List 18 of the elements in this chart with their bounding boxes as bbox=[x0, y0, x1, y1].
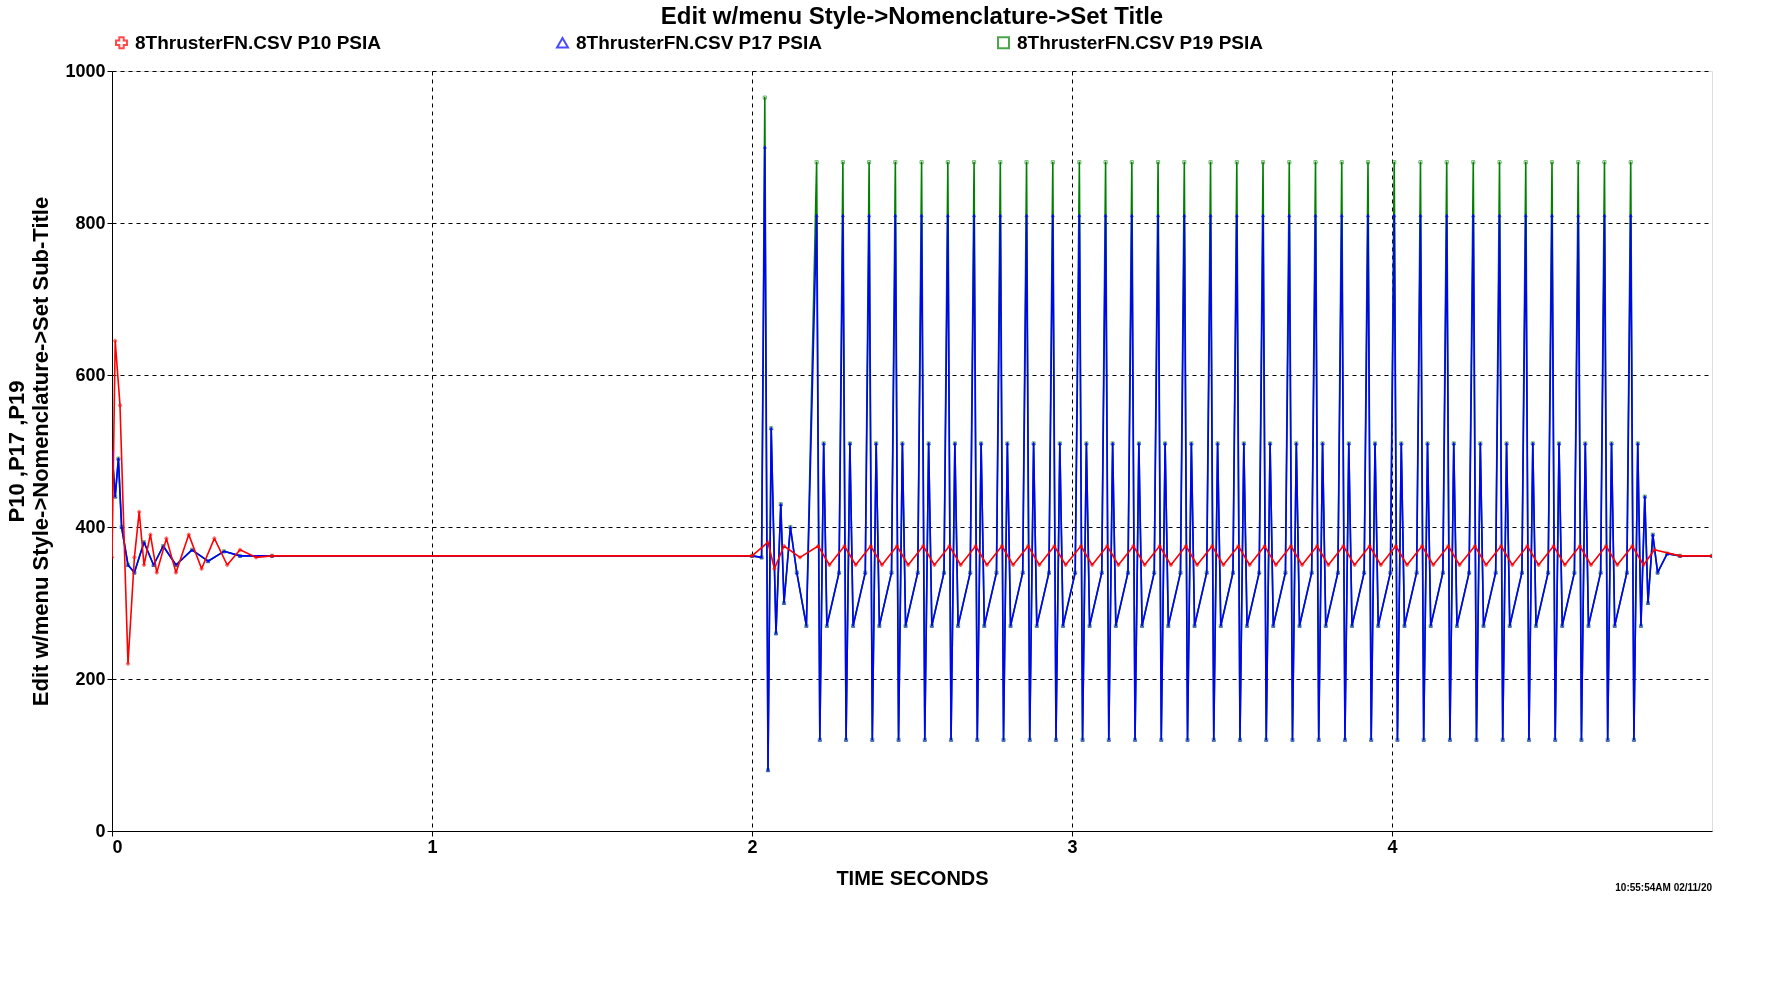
legend-label: 8ThrusterFN.CSV P19 PSIA bbox=[1017, 31, 1264, 53]
legend-label: 8ThrusterFN.CSV P10 PSIA bbox=[135, 31, 382, 53]
text: 10:55:54AM 02/11/20 bbox=[1615, 882, 1713, 893]
y-tick-label: 600 bbox=[75, 364, 106, 385]
x-tick-label: 0 bbox=[112, 836, 123, 857]
y-tick-label: 0 bbox=[95, 820, 106, 841]
x-tick-label: 4 bbox=[1387, 836, 1398, 857]
y-tick-label: 1000 bbox=[65, 60, 106, 81]
x-tick-label: 3 bbox=[1067, 836, 1078, 857]
y-tick-label: 200 bbox=[75, 668, 106, 689]
y-axis-title: P10 ,P17 ,P19 Edit w/menu Style->Nomenclature->Set Sub-Title bbox=[4, 196, 54, 707]
x-tick-label: 1 bbox=[427, 836, 438, 857]
chart-title: Edit w/menu Style->Nomenclature->Set Title bbox=[660, 2, 1164, 29]
x-tick-label: 2 bbox=[747, 836, 758, 857]
legend-label: 8ThrusterFN.CSV P17 PSIA bbox=[576, 31, 823, 53]
y-tick-label: 400 bbox=[75, 516, 106, 537]
y-tick-label: 800 bbox=[75, 212, 106, 233]
x-axis-title: TIME SECONDS bbox=[836, 866, 989, 889]
